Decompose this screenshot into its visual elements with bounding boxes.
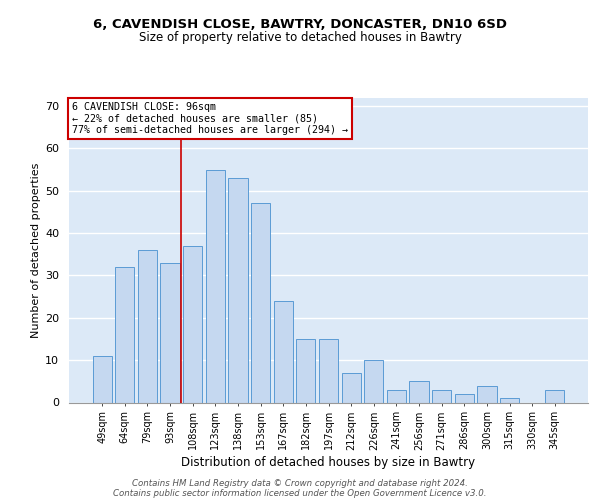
Bar [229,178,248,402]
Bar [92,356,112,403]
Bar [183,246,202,402]
Bar [387,390,406,402]
Bar [432,390,451,402]
Bar [206,170,225,402]
Bar [364,360,383,403]
Bar [115,267,134,402]
Bar [296,339,316,402]
Text: 6 CAVENDISH CLOSE: 96sqm
← 22% of detached houses are smaller (85)
77% of semi-d: 6 CAVENDISH CLOSE: 96sqm ← 22% of detach… [71,102,347,136]
Bar [274,301,293,402]
Bar [341,373,361,402]
Text: Contains public sector information licensed under the Open Government Licence v3: Contains public sector information licen… [113,488,487,498]
Bar [160,262,180,402]
Bar [319,339,338,402]
X-axis label: Distribution of detached houses by size in Bawtry: Distribution of detached houses by size … [181,456,476,469]
Bar [251,204,270,402]
Bar [500,398,519,402]
Y-axis label: Number of detached properties: Number of detached properties [31,162,41,338]
Bar [455,394,474,402]
Bar [545,390,565,402]
Text: Size of property relative to detached houses in Bawtry: Size of property relative to detached ho… [139,31,461,44]
Bar [409,382,428,402]
Bar [477,386,497,402]
Bar [138,250,157,402]
Text: Contains HM Land Registry data © Crown copyright and database right 2024.: Contains HM Land Registry data © Crown c… [132,478,468,488]
Text: 6, CAVENDISH CLOSE, BAWTRY, DONCASTER, DN10 6SD: 6, CAVENDISH CLOSE, BAWTRY, DONCASTER, D… [93,18,507,30]
